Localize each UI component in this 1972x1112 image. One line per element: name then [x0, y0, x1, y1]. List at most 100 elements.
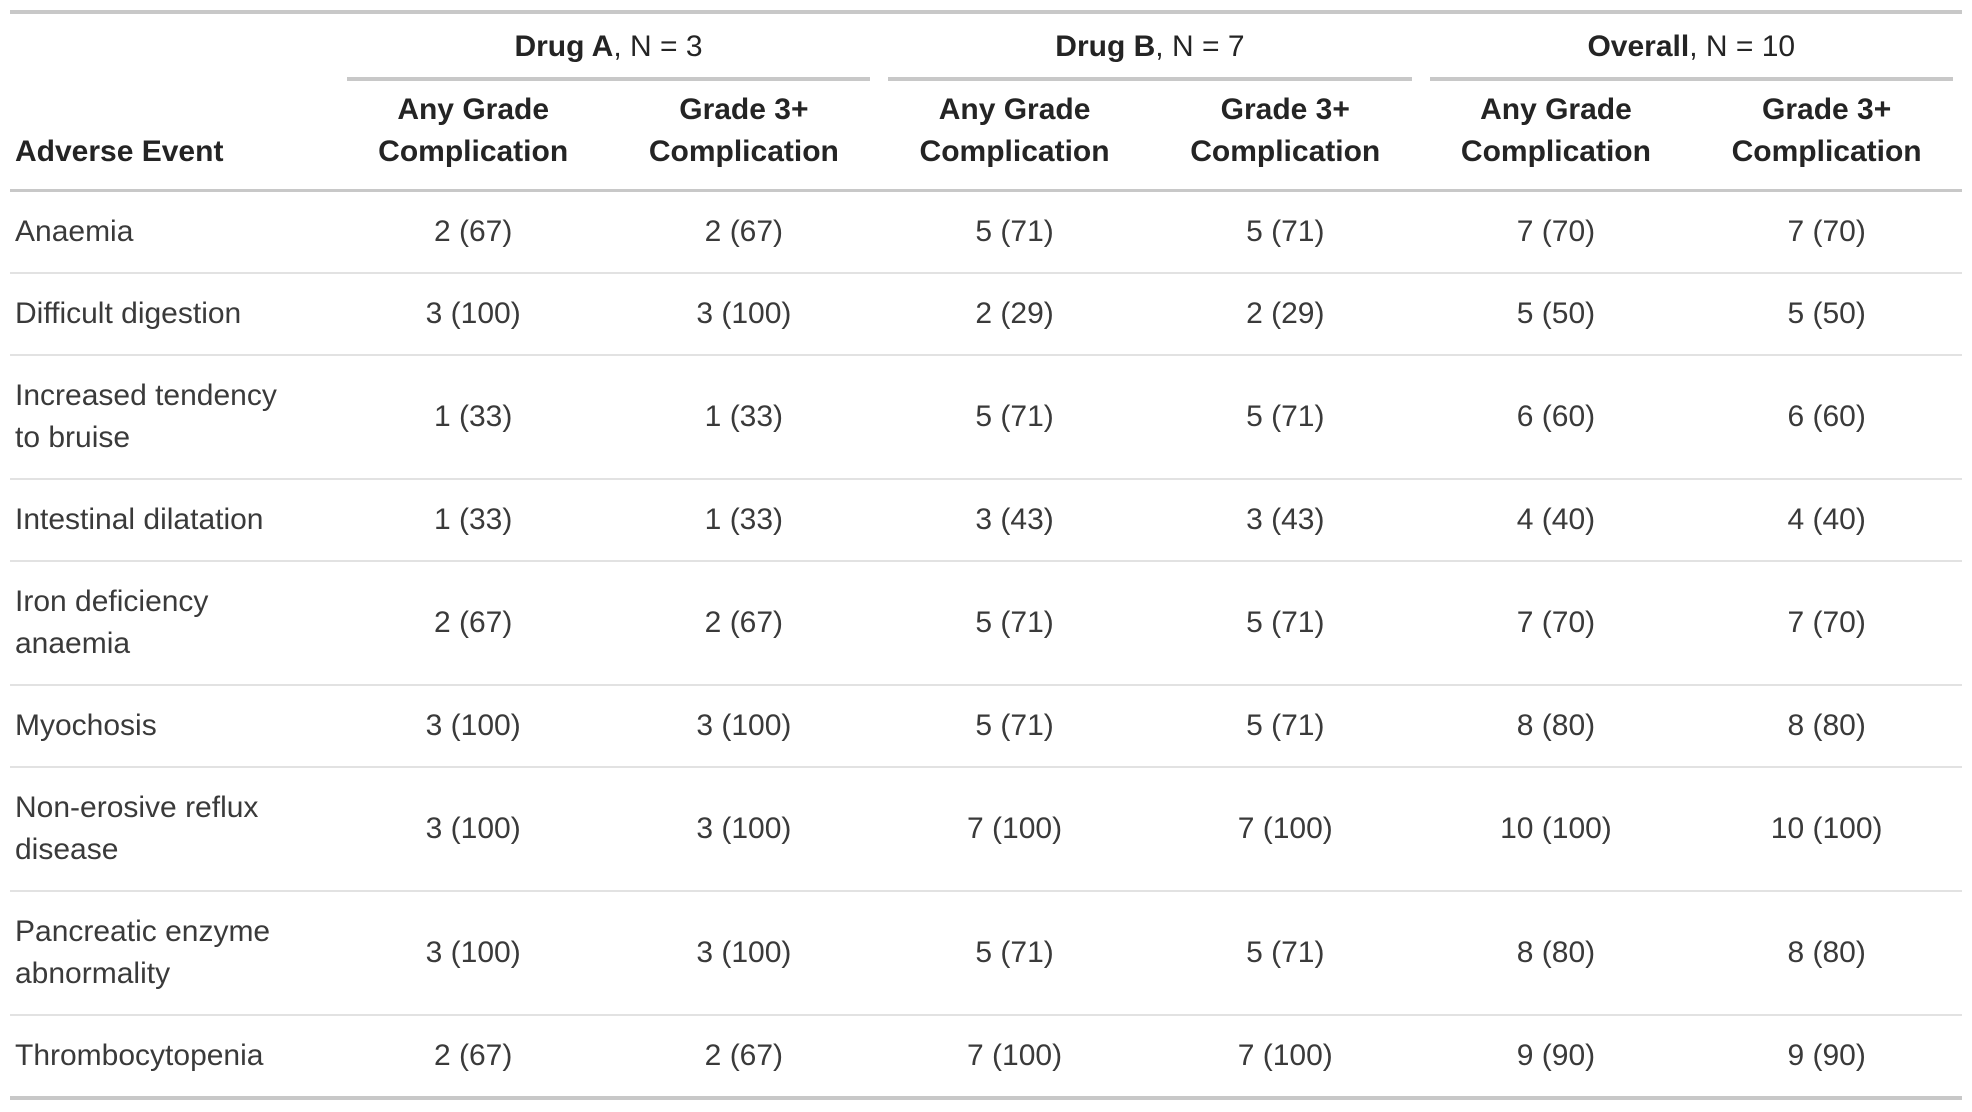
- column-header-line: Any Grade: [1480, 93, 1632, 126]
- cell-value: 5 (50): [1420, 272, 1692, 355]
- cell-value: 3 (100): [337, 766, 609, 891]
- cell-value: 8 (80): [1691, 684, 1962, 767]
- table-header: Drug A, N = 3 Drug B, N = 7 Overall, N =…: [10, 12, 1962, 192]
- spanner-drug-b-name: Drug B: [1055, 30, 1156, 63]
- column-header-drug-a-grade3: Grade 3+ Complication: [608, 81, 880, 192]
- spanner-drug-a-n: , N = 3: [613, 30, 703, 63]
- cell-value: 5 (71): [1149, 890, 1421, 1015]
- column-header-line: Any Grade: [397, 93, 550, 126]
- spanner-overall: Overall, N = 10: [1421, 12, 1962, 81]
- cell-value: 2 (29): [879, 272, 1150, 355]
- cell-value: 5 (71): [879, 354, 1150, 479]
- cell-value: 5 (50): [1691, 272, 1962, 355]
- column-header-drug-b-grade3: Grade 3+ Complication: [1149, 81, 1421, 192]
- table-row: Anaemia 2 (67) 2 (67) 5 (71) 5 (71) 7 (7…: [10, 191, 1962, 274]
- spanner-row: Drug A, N = 3 Drug B, N = 7 Overall, N =…: [10, 12, 1962, 81]
- cell-value: 5 (71): [879, 890, 1150, 1015]
- cell-value: 8 (80): [1691, 890, 1962, 1015]
- table-row: Iron deficiency anaemia 2 (67) 2 (67) 5 …: [10, 560, 1962, 685]
- cell-value: 7 (100): [1149, 1014, 1421, 1098]
- spanner-overall-n: , N = 10: [1689, 30, 1796, 63]
- spanner-drug-b-n: , N = 7: [1155, 30, 1245, 63]
- cell-value: 9 (90): [1691, 1014, 1962, 1098]
- cell-value: 2 (67): [337, 560, 609, 685]
- column-header-drug-b-any-grade: Any Grade Complication: [879, 81, 1150, 192]
- column-header-line: Complication: [378, 135, 569, 168]
- column-header-line: Complication: [919, 135, 1110, 168]
- column-header-row: Adverse Event Any Grade Complication Gra…: [10, 81, 1962, 192]
- row-label: Non-erosive reflux disease: [10, 766, 338, 891]
- cell-value: 3 (100): [337, 890, 609, 1015]
- column-header-overall-grade3: Grade 3+ Complication: [1691, 81, 1962, 192]
- column-header-line: Complication: [648, 135, 839, 168]
- cell-value: 5 (71): [975, 215, 1054, 248]
- row-label: Intestinal dilatation: [10, 478, 338, 561]
- column-header-line: Complication: [1190, 135, 1381, 168]
- column-header-overall-any-grade: Any Grade Complication: [1420, 81, 1692, 192]
- cell-value: 7 (70): [1516, 215, 1596, 248]
- cell-value: 2 (67): [608, 560, 880, 685]
- table-row: Increased tendency to bruise 1 (33) 1 (3…: [10, 354, 1962, 479]
- column-header-line: Grade 3+: [1220, 93, 1350, 126]
- row-label: Increased tendency to bruise: [10, 354, 338, 479]
- column-header-line: Grade 3+: [1762, 93, 1892, 126]
- table-row: Pancreatic enzyme abnormality 3 (100) 3 …: [10, 890, 1962, 1015]
- cell-value: 6 (60): [1691, 354, 1962, 479]
- cell-value: 8 (80): [1420, 684, 1692, 767]
- cell-value: 1 (33): [608, 354, 880, 479]
- column-header-drug-a-any-grade: Any Grade Complication: [337, 81, 609, 192]
- cell-value: 2 (67): [704, 215, 784, 248]
- row-label: Pancreatic enzyme abnormality: [10, 890, 338, 1015]
- table-row: Intestinal dilatation 1 (33) 1 (33) 3 (4…: [10, 478, 1962, 561]
- table-row: Difficult digestion 3 (100) 3 (100) 2 (2…: [10, 272, 1962, 355]
- cell-value: 4 (40): [1420, 478, 1692, 561]
- cell-value: 3 (100): [337, 272, 609, 355]
- column-header-line: Complication: [1460, 135, 1651, 168]
- cell-value: 3 (100): [608, 272, 880, 355]
- cell-value: 7 (100): [1149, 766, 1421, 891]
- stub-blank-cell: [10, 12, 338, 81]
- cell-value: 3 (100): [337, 684, 609, 767]
- column-header-line: Grade 3+: [679, 93, 809, 126]
- cell-value: 5 (71): [1149, 684, 1421, 767]
- spanner-overall-name: Overall: [1587, 30, 1690, 63]
- cell-value: 5 (71): [1149, 354, 1421, 479]
- spanner-drug-a-name: Drug A: [514, 30, 614, 63]
- row-label: Anaemia: [15, 215, 134, 248]
- cell-value: 5 (71): [879, 560, 1150, 685]
- cell-value: 9 (90): [1420, 1014, 1692, 1098]
- row-label: Thrombocytopenia: [10, 1014, 338, 1098]
- column-header-line: Any Grade: [938, 93, 1091, 126]
- column-header-line: Complication: [1731, 135, 1922, 168]
- cell-value: 7 (70): [1691, 560, 1962, 685]
- row-label: Iron deficiency anaemia: [10, 560, 338, 685]
- cell-value: 7 (100): [879, 766, 1150, 891]
- spanner-drug-b-label: Drug B, N = 7: [888, 14, 1412, 81]
- spanner-drug-a: Drug A, N = 3: [338, 12, 879, 81]
- spanner-drug-b: Drug B, N = 7: [879, 12, 1420, 81]
- row-label: Myochosis: [10, 684, 338, 767]
- cell-value: 6 (60): [1420, 354, 1692, 479]
- spanner-drug-a-label: Drug A, N = 3: [346, 14, 871, 81]
- cell-value: 4 (40): [1691, 478, 1962, 561]
- table-row: Thrombocytopenia 2 (67) 2 (67) 7 (100) 7…: [10, 1014, 1962, 1098]
- cell-value: 3 (100): [608, 684, 880, 767]
- cell-value: 7 (70): [1420, 560, 1692, 685]
- cell-value: 7 (100): [879, 1014, 1150, 1098]
- cell-value: 2 (67): [433, 215, 513, 248]
- cell-value: 5 (71): [879, 684, 1150, 767]
- cell-value: 2 (67): [608, 1014, 880, 1098]
- cell-value: 8 (80): [1420, 890, 1692, 1015]
- cell-value: 3 (43): [879, 478, 1150, 561]
- cell-value: 10 (100): [1420, 766, 1692, 891]
- table-body: Anaemia 2 (67) 2 (67) 5 (71) 5 (71) 7 (7…: [10, 191, 1962, 1098]
- spanner-overall-label: Overall, N = 10: [1429, 14, 1953, 81]
- adverse-events-table: Drug A, N = 3 Drug B, N = 7 Overall, N =…: [10, 10, 1962, 1100]
- cell-value: 1 (33): [337, 354, 609, 479]
- cell-value: 10 (100): [1691, 766, 1962, 891]
- cell-value: 3 (100): [608, 766, 880, 891]
- row-label: Difficult digestion: [10, 272, 338, 355]
- table-row: Myochosis 3 (100) 3 (100) 5 (71) 5 (71) …: [10, 684, 1962, 767]
- cell-value: 2 (29): [1149, 272, 1421, 355]
- cell-value: 1 (33): [337, 478, 609, 561]
